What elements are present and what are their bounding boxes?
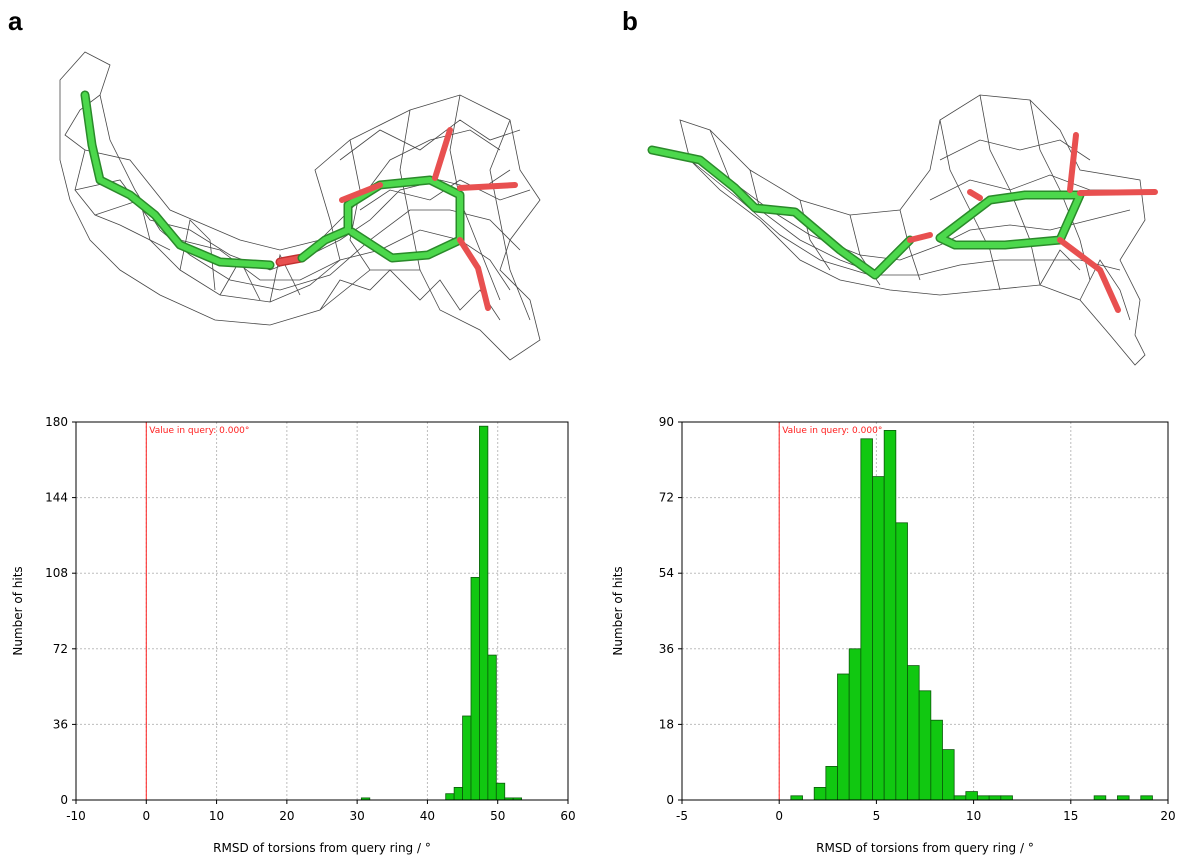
histogram-bar [988,795,1002,801]
x-tick-label: -5 [676,809,688,823]
histogram-bar [860,438,873,801]
x-tick-label: 15 [1063,809,1078,823]
histogram-bar [453,786,463,801]
x-tick-label: 0 [142,809,150,823]
axis-frame [681,421,1169,801]
y-tick-label: 54 [659,566,674,580]
y-axis-label: Number of hits [11,566,25,655]
histogram-bar [790,795,803,801]
y-tick-label: 144 [45,491,68,505]
query-annotation: Value in query: 0.000° [149,426,249,436]
y-tick-label: 18 [659,717,674,731]
y-axis-label: Number of hits [611,566,625,655]
x-tick-label: 10 [209,809,224,823]
histogram-bar [953,795,967,801]
x-tick-label: 50 [490,809,505,823]
x-tick-label: 5 [873,809,881,823]
x-tick-label: 40 [420,809,435,823]
histogram-bar [907,665,920,801]
y-tick-labels: 0 36 72 108 144 180 [45,415,76,807]
histogram-bar [965,791,978,801]
x-axis-label: RMSD of torsions from query ring / ° [816,841,1034,855]
y-tick-label: 180 [45,415,68,429]
histogram-bar [825,765,838,801]
x-axis-label: RMSD of torsions from query ring / ° [213,841,431,855]
molecule-structure-a [59,51,541,361]
histogram-bar [445,793,455,801]
y-tick-label: 36 [53,717,68,731]
histogram-bar [1117,795,1130,801]
histogram-bar [837,673,850,801]
histogram-bar [942,749,955,801]
y-tick-label: 72 [53,642,68,656]
stick-model-b [647,132,1158,313]
histogram-bar [918,690,932,801]
stick-model-a [80,90,518,311]
x-tick-label: -10 [66,809,86,823]
plot-frame [75,421,569,801]
panel-label-a: a [8,6,23,36]
histogram-bar [495,782,506,801]
y-tick-label: 36 [659,642,674,656]
bars [790,429,1153,801]
y-tick-labels: 0 18 36 54 72 90 [659,415,682,807]
y-tick-label: 72 [659,491,674,505]
histogram-bar [1093,795,1107,801]
x-tick-label: 60 [560,809,575,823]
histogram-bar [813,786,827,801]
x-tick-labels: -10 0 10 20 30 40 50 60 [66,800,576,823]
histogram-bar [883,429,897,801]
histogram-bar [487,654,497,801]
y-tick-label: 108 [45,566,68,580]
histogram-bar [872,476,885,801]
x-tick-label: 20 [279,809,294,823]
histogram-chart-a: 0 36 72 108 144 180 -10 0 10 20 30 40 50 60 Number o… [11,415,576,855]
histogram-bar [930,719,943,801]
panel-label-b: b [622,6,638,36]
y-tick-label: 90 [659,415,674,429]
histogram-bar [470,576,480,801]
y-tick-label: 0 [60,793,68,807]
x-tick-labels: -5 0 5 10 15 20 [676,800,1176,823]
histogram-bar [1140,795,1153,801]
electron-density-mesh-a [59,51,541,361]
histogram-bar [462,715,472,801]
query-annotation: Value in query: 0.000° [782,426,882,436]
x-tick-label: 0 [775,809,783,823]
histogram-bar [479,425,489,801]
x-tick-label: 30 [350,809,365,823]
histogram-bar [895,522,908,801]
axis-frame [75,421,569,801]
histogram-bar [848,648,862,801]
plot-frame [681,421,1169,801]
x-tick-label: 10 [966,809,981,823]
y-tick-label: 0 [666,793,674,807]
histogram-bar [1000,795,1013,801]
x-tick-label: 20 [1160,809,1175,823]
histogram-bar [977,795,990,801]
molecule-structure-b [647,94,1158,366]
